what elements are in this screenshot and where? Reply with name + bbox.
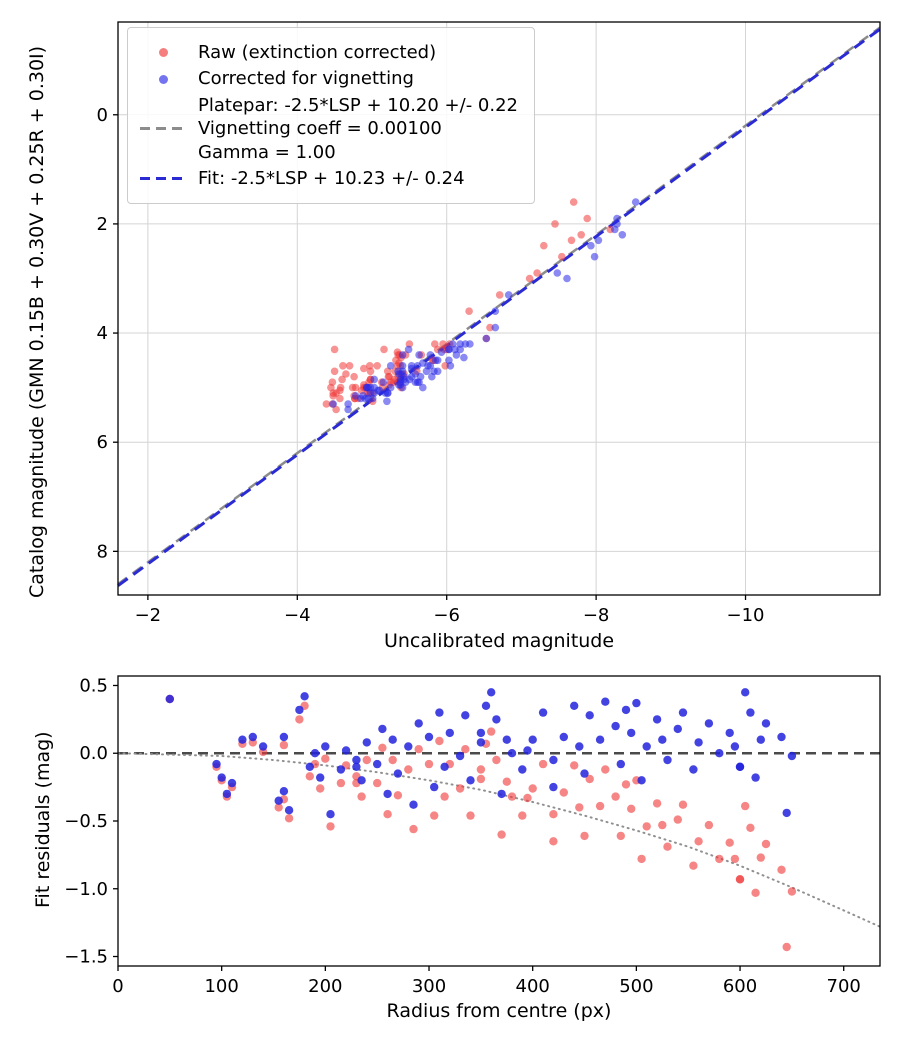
- svg-text:200: 200: [308, 976, 342, 997]
- svg-text:4: 4: [97, 323, 108, 344]
- platepar-line-1: Platepar: -2.5*LSP + 10.20 +/- 0.22: [198, 94, 518, 116]
- vignetting-curve: [117, 752, 881, 928]
- legend-label-fit: Fit: -2.5*LSP + 10.23 +/- 0.24: [198, 167, 465, 189]
- fit-line: [117, 27, 881, 587]
- fit-line-icon: [140, 177, 186, 181]
- legend-entry-corrected: Corrected for vignetting: [140, 67, 518, 90]
- legend-entry-fit: Fit: -2.5*LSP + 10.23 +/- 0.24: [140, 167, 518, 190]
- top-chart-ylabel: Catalog magnitude (GMN 0.15B + 0.30V + 0…: [26, 45, 48, 598]
- svg-text:−10: −10: [727, 605, 765, 626]
- bottom-chart-xlabel: Radius from centre (px): [386, 1000, 612, 1022]
- platepar-line-icon: [140, 127, 186, 131]
- svg-text:100: 100: [204, 976, 238, 997]
- svg-text:600: 600: [723, 976, 757, 997]
- svg-text:300: 300: [412, 976, 446, 997]
- residuals-chart: 0 100 200 300 400 500 600 700 0.5 0.0 −0.5 −1.0 −1.5: [64, 675, 881, 997]
- corrected-marker-icon: [140, 74, 186, 84]
- svg-text:−6: −6: [433, 605, 460, 626]
- svg-text:−1.0: −1.0: [64, 879, 108, 900]
- raw-points: [322, 198, 615, 414]
- top-chart-xlabel: Uncalibrated magnitude: [383, 630, 615, 652]
- x-tick-labels: −2 −4 −6 −8 −10: [135, 595, 765, 626]
- svg-text:400: 400: [516, 976, 550, 997]
- platepar-line-3: Gamma = 1.00: [198, 141, 336, 163]
- legend-label-platepar: Platepar: -2.5*LSP + 10.20 +/- 0.22 Vign…: [198, 94, 518, 164]
- svg-text:−1.5: −1.5: [64, 947, 108, 968]
- platepar-line: [117, 26, 881, 586]
- svg-text:8: 8: [97, 541, 108, 562]
- corrected-residual-points: [165, 688, 797, 819]
- svg-text:700: 700: [827, 976, 861, 997]
- platepar-line-2: Vignetting coeff = 0.00100: [198, 118, 442, 140]
- legend-label-raw: Raw (extinction corrected): [198, 42, 437, 63]
- bottom-chart-ylabel: Fit residuals (mag): [32, 731, 54, 908]
- svg-text:0: 0: [97, 105, 108, 126]
- svg-text:2: 2: [97, 214, 108, 235]
- svg-text:0: 0: [112, 976, 123, 997]
- axes-border: [117, 21, 881, 596]
- y-tick-labels: 0.5 0.0 −0.5 −1.0 −1.5: [64, 675, 118, 968]
- svg-text:−0.5: −0.5: [64, 811, 108, 832]
- raw-marker-icon: [140, 48, 186, 58]
- legend-entry-raw: Raw (extinction corrected): [140, 41, 518, 64]
- svg-text:500: 500: [619, 976, 653, 997]
- svg-text:−2: −2: [135, 605, 162, 626]
- corrected-points: [329, 198, 640, 414]
- svg-text:0.5: 0.5: [79, 675, 108, 696]
- x-tick-labels: 0 100 200 300 400 500 600 700: [112, 966, 861, 997]
- legend-entry-platepar: Platepar: -2.5*LSP + 10.20 +/- 0.22 Vign…: [140, 94, 518, 164]
- legend-label-corrected: Corrected for vignetting: [198, 68, 414, 90]
- svg-text:−8: −8: [583, 605, 610, 626]
- svg-text:−4: −4: [284, 605, 311, 626]
- legend: Raw (extinction corrected) Corrected for…: [127, 27, 535, 205]
- svg-text:0.0: 0.0: [79, 743, 108, 764]
- y-tick-labels: 0 2 4 6 8: [97, 105, 118, 562]
- svg-text:6: 6: [97, 432, 108, 453]
